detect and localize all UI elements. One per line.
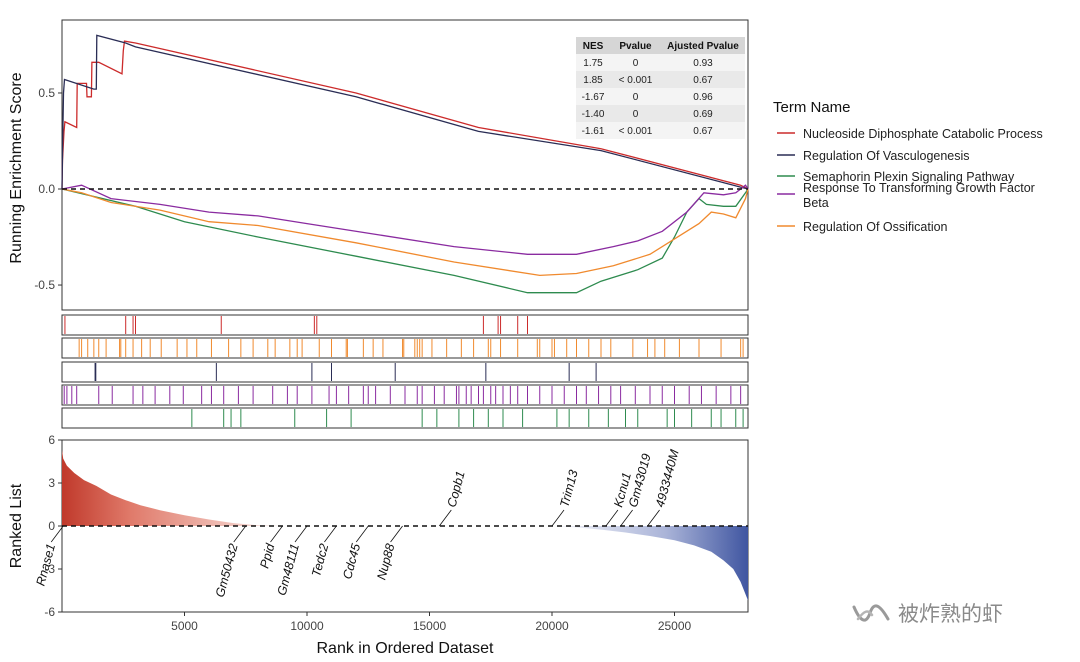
xtick-label: 5000 <box>171 619 198 633</box>
running-score-panel: 0.5 0.0 -0.5 Running Enrichment Score NES P… <box>8 19 749 311</box>
table-cell: -1.61 <box>582 126 605 137</box>
legend-label-line: Beta <box>803 196 829 210</box>
gene-hit-tracks <box>61 314 749 429</box>
table-cell: 1.75 <box>583 58 603 69</box>
table-cell: 0 <box>633 109 639 120</box>
table-cell: 0 <box>633 58 639 69</box>
hit-track-4 <box>61 407 749 429</box>
ranked-list-panel: 630-3-6 5000 10000 15000 20000 25000 Rnase1 G… <box>8 433 749 657</box>
table-header-bg <box>576 37 745 54</box>
legend-title: Term Name <box>773 99 851 116</box>
ytick-label: -6 <box>44 605 55 619</box>
table-header-cell: NES <box>583 41 604 52</box>
table-cell: 0.67 <box>693 126 713 137</box>
xtick-label: 10000 <box>290 619 324 633</box>
table-cell: 0.96 <box>693 92 713 103</box>
legend-label-line: Response To Transforming Growth Factor <box>803 181 1035 195</box>
ytick-label: -3 <box>44 562 55 576</box>
legend-label: Regulation Of Ossification <box>803 220 948 234</box>
watermark: 被炸熟的虾 <box>850 597 1003 629</box>
watermark-text: 被炸熟的虾 <box>898 602 1003 626</box>
table-row-bg <box>576 105 745 122</box>
ytick-label: 6 <box>48 433 55 447</box>
gene-connector <box>233 525 247 543</box>
hit-track-2 <box>61 361 749 383</box>
legend-label: Regulation Of Vasculogenesis <box>803 149 970 163</box>
table-cell: -1.40 <box>582 109 605 120</box>
gene-connector <box>620 509 633 527</box>
gene-label: Ppid <box>257 541 277 570</box>
wechat-channel-icon <box>852 604 890 622</box>
hit-track-1 <box>61 337 749 359</box>
ytick-label: 3 <box>48 476 55 490</box>
ranked-list-xlabel: Rank in Ordered Dataset <box>317 640 495 657</box>
series-line-1 <box>61 34 749 190</box>
legend-label: Response To Transforming Growth Factor Be… <box>803 181 1035 210</box>
table-row-bg <box>576 54 745 71</box>
legend-label: Nucleoside Diphosphate Catabolic Process <box>803 127 1043 141</box>
hit-track-0 <box>61 314 749 336</box>
series-line-0 <box>61 40 749 190</box>
table-row-bg <box>576 122 745 139</box>
ytick-label: 0.5 <box>38 86 55 100</box>
legend-label: Semaphorin Plexin Signaling Pathway <box>803 170 1015 184</box>
xtick-label: 25000 <box>658 619 692 633</box>
series-line-3 <box>61 184 749 255</box>
table-header-cell: Ajusted Pvalue <box>667 41 739 52</box>
table-cell: 0.67 <box>693 75 713 86</box>
xtick-label: 15000 <box>413 619 447 633</box>
gene-connector <box>438 509 452 527</box>
gene-connector <box>355 525 369 543</box>
running-score-ylabel: Running Enrichment Score <box>8 72 25 263</box>
table-cell: 0.93 <box>693 58 713 69</box>
gene-connector <box>390 525 403 543</box>
gene-connector <box>551 509 565 527</box>
ytick-label: -0.5 <box>34 278 55 292</box>
table-cell: 0 <box>633 92 639 103</box>
series-line-2 <box>61 188 749 294</box>
table-header-cell: Pvalue <box>619 41 652 52</box>
gene-connector <box>270 525 283 543</box>
term-legend: Term Name Nucleoside Diphosphate Catabol… <box>773 99 1043 234</box>
series-line-4 <box>61 188 749 277</box>
table-cell: < 0.001 <box>619 75 653 86</box>
xtick-label: 20000 <box>535 619 569 633</box>
gene-connector <box>50 525 64 543</box>
table-cell: < 0.001 <box>619 126 653 137</box>
ranked-metric-area <box>62 450 748 601</box>
gene-connector <box>647 509 660 527</box>
gene-connector <box>324 525 337 543</box>
ytick-label: 0 <box>48 519 55 533</box>
table-cell: -1.67 <box>582 92 605 103</box>
table-cell: 0.69 <box>693 109 713 120</box>
table-row-bg <box>576 71 745 88</box>
ytick-label: 0.0 <box>38 182 55 196</box>
ranked-list-ylabel: Ranked List <box>8 483 25 568</box>
gene-connector <box>605 509 619 527</box>
gene-connector <box>294 525 308 543</box>
table-row-bg <box>576 88 745 105</box>
table-cell: 1.85 <box>583 75 603 86</box>
stats-table: NES Pvalue Ajusted Pvalue 1.75 0 0.93 1.85 < 0.… <box>576 37 745 139</box>
